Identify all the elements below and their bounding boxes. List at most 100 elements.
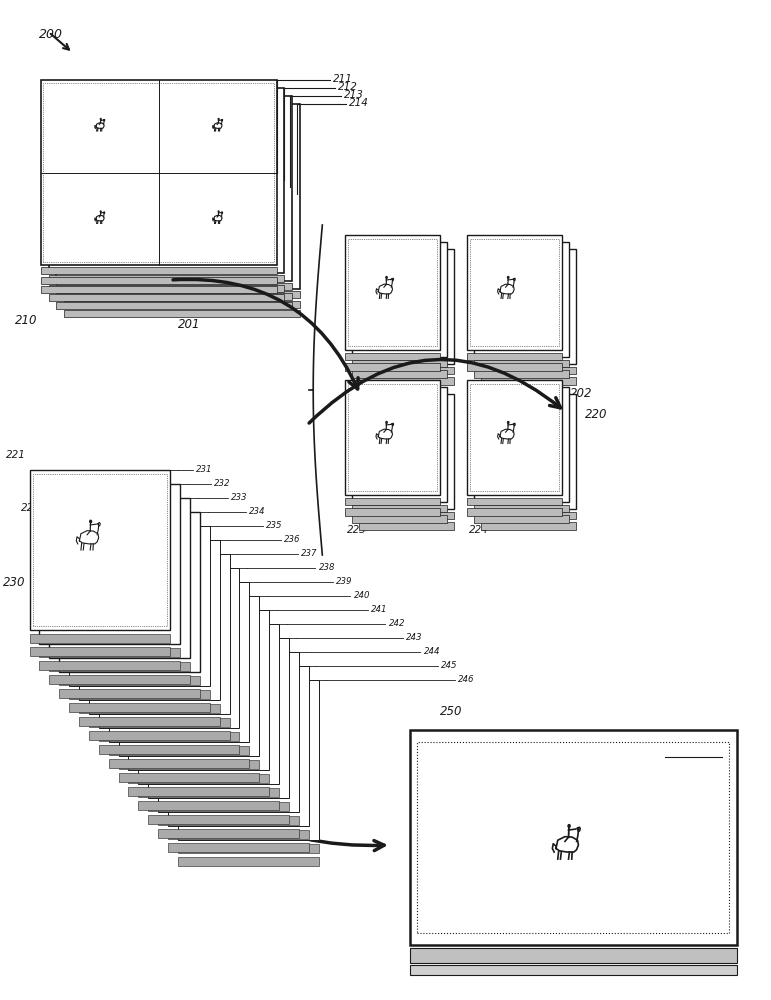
Bar (480, 394, 576, 509)
Bar (480, 249, 576, 364)
Bar (158, 829, 298, 838)
Circle shape (89, 520, 92, 523)
Bar (148, 802, 289, 811)
Bar (39, 484, 180, 644)
Circle shape (386, 422, 387, 423)
Bar (348, 239, 437, 346)
Bar (64, 310, 299, 317)
Bar (49, 498, 190, 658)
Text: 224: 224 (469, 525, 489, 535)
Bar (359, 377, 454, 385)
Text: 222: 222 (469, 380, 489, 390)
Bar (29, 634, 170, 643)
Bar (409, 965, 737, 975)
FancyArrowPatch shape (173, 279, 358, 389)
Bar (466, 235, 562, 350)
Bar (480, 377, 576, 385)
Text: 211: 211 (333, 74, 353, 84)
Text: 212: 212 (338, 82, 359, 92)
Bar (59, 676, 200, 685)
Text: 236: 236 (284, 534, 300, 544)
Bar (129, 610, 269, 770)
Bar (109, 582, 249, 742)
Bar (466, 353, 562, 360)
Bar (345, 380, 440, 495)
Bar (39, 661, 180, 670)
Bar (148, 815, 289, 824)
Text: 243: 243 (406, 633, 423, 642)
Text: 233: 233 (231, 492, 247, 502)
Bar (99, 745, 240, 754)
Bar (49, 275, 284, 282)
Bar (119, 773, 259, 782)
Bar (29, 470, 170, 630)
Text: 221: 221 (6, 450, 25, 460)
Circle shape (386, 277, 387, 278)
FancyArrowPatch shape (126, 692, 384, 851)
Bar (359, 249, 454, 364)
Bar (359, 367, 454, 374)
Text: 201: 201 (178, 318, 200, 332)
Bar (41, 277, 277, 284)
Bar (466, 498, 562, 505)
Bar (473, 515, 569, 523)
Bar (49, 285, 284, 292)
Text: 250: 250 (440, 705, 463, 718)
Text: 214: 214 (349, 98, 369, 108)
Text: 240: 240 (354, 590, 370, 599)
Bar (168, 666, 308, 826)
Bar (56, 283, 292, 290)
Bar (148, 638, 289, 798)
Circle shape (100, 211, 101, 212)
Bar (89, 554, 230, 714)
Text: 235: 235 (266, 520, 282, 530)
Bar (79, 540, 220, 700)
Bar (158, 816, 298, 825)
Bar (178, 857, 318, 866)
Bar (345, 498, 440, 505)
Bar (79, 717, 220, 726)
Circle shape (507, 277, 509, 278)
Bar (59, 689, 200, 698)
Bar (39, 648, 180, 657)
Bar (168, 843, 308, 852)
Bar (158, 652, 298, 812)
Circle shape (507, 422, 509, 423)
Bar (359, 512, 454, 519)
Bar (417, 742, 729, 933)
Bar (43, 83, 274, 262)
Text: 203: 203 (224, 794, 246, 806)
Bar (470, 239, 559, 346)
Bar (69, 526, 210, 686)
Bar (89, 718, 230, 727)
Bar (178, 680, 318, 840)
Bar (473, 370, 569, 378)
Text: 237: 237 (301, 548, 318, 558)
Bar (69, 703, 210, 712)
Bar (64, 104, 299, 289)
Bar (480, 367, 576, 374)
Text: 251: 251 (699, 748, 722, 761)
Text: 200: 200 (39, 28, 63, 41)
Text: 220: 220 (584, 408, 608, 420)
Bar (99, 732, 240, 741)
Text: 241: 241 (371, 604, 388, 613)
Text: 246: 246 (459, 674, 475, 684)
Bar (178, 844, 318, 853)
Text: 223: 223 (348, 525, 367, 535)
Text: 234: 234 (248, 506, 265, 516)
Bar (345, 235, 440, 350)
Bar (138, 788, 279, 797)
FancyArrowPatch shape (309, 359, 561, 423)
Text: 244: 244 (423, 647, 440, 656)
Text: 238: 238 (318, 562, 335, 571)
Bar (119, 760, 259, 769)
Bar (59, 512, 200, 672)
Bar (345, 363, 440, 371)
Bar (56, 302, 292, 309)
Text: 224: 224 (75, 614, 95, 624)
Text: 221: 221 (348, 380, 367, 390)
Bar (99, 568, 240, 728)
Text: 245: 245 (441, 661, 457, 670)
Bar (56, 96, 292, 281)
